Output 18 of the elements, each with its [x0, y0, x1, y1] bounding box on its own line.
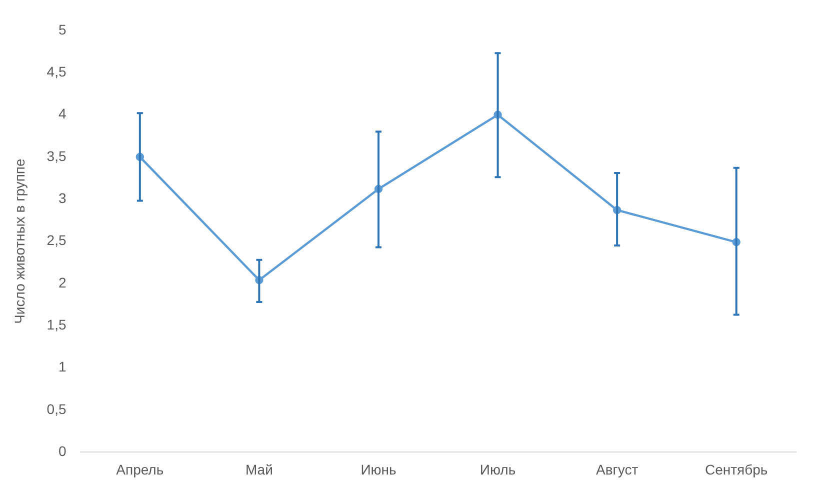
- x-tick-label: Июль: [480, 461, 516, 478]
- y-tick-label: 5: [58, 21, 66, 38]
- y-tick-label: 1: [58, 358, 66, 375]
- x-tick-label: Май: [245, 461, 273, 478]
- y-axis-title: Число животных в группе: [11, 158, 28, 324]
- y-tick-label: 2,5: [46, 232, 66, 248]
- x-tick-label: Апрель: [116, 461, 164, 478]
- y-tick-label: 0: [58, 443, 66, 460]
- y-tick-label: 0,5: [46, 400, 66, 417]
- x-tick-label: Сентябрь: [704, 461, 768, 478]
- x-tick-label: Июнь: [360, 461, 396, 478]
- y-tick-label: 4,5: [46, 63, 66, 80]
- y-tick-label: 4: [58, 106, 66, 122]
- y-tick-label: 1,5: [46, 316, 66, 333]
- y-tick-label: 3: [58, 190, 66, 206]
- x-tick-label: Август: [596, 461, 639, 478]
- y-tick-label: 3,5: [46, 148, 66, 164]
- y-tick-label: 2: [58, 274, 66, 290]
